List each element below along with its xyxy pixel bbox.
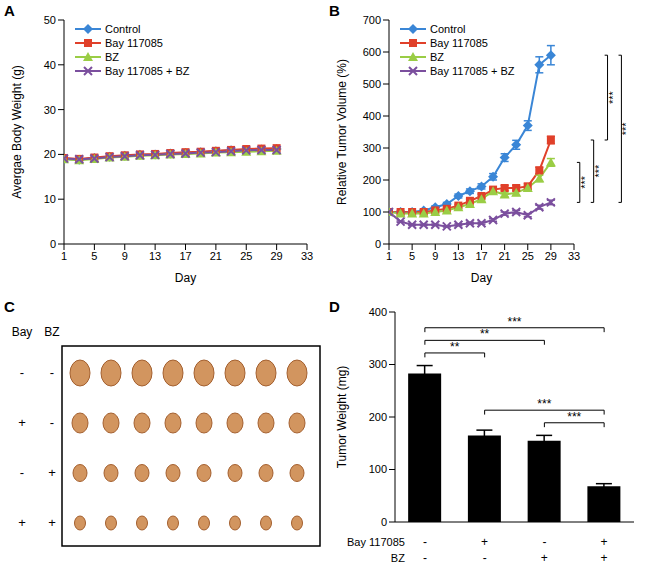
html-text:A: A — [4, 2, 15, 19]
html-text:Bay 117085 + BZ: Bay 117085 + BZ — [430, 65, 515, 77]
svg-text:**: ** — [480, 327, 490, 341]
svg-text:20: 20 — [44, 148, 56, 160]
svg-text:-: - — [483, 551, 487, 565]
svg-text:100: 100 — [363, 206, 381, 218]
svg-text:5: 5 — [409, 250, 415, 262]
html-text:BZ: BZ — [105, 51, 120, 63]
svg-text:Bay 117085: Bay 117085 — [347, 536, 405, 548]
html-text:BZ: BZ — [430, 51, 445, 63]
svg-text:500: 500 — [363, 78, 381, 90]
svg-text:***: *** — [607, 90, 619, 104]
svg-text:300: 300 — [363, 142, 381, 154]
svg-text:-: - — [50, 365, 54, 380]
svg-text:21: 21 — [499, 250, 511, 262]
svg-text:Relative Tumor Volume (%): Relative Tumor Volume (%) — [335, 59, 349, 205]
svg-text:29: 29 — [271, 250, 283, 262]
html-text:Bay 117085 + BZ: Bay 117085 + BZ — [105, 65, 190, 77]
html-text:C: C — [4, 298, 15, 315]
svg-text:0: 0 — [381, 516, 387, 528]
svg-text:17: 17 — [179, 250, 191, 262]
svg-text:+: + — [18, 515, 26, 530]
svg-text:33: 33 — [301, 250, 313, 262]
svg-text:+: + — [541, 551, 548, 565]
svg-text:***: *** — [567, 410, 581, 424]
svg-text:***: *** — [507, 315, 521, 329]
svg-text:BZ: BZ — [44, 325, 59, 339]
svg-text:400: 400 — [369, 306, 387, 318]
svg-text:Day: Day — [471, 271, 492, 285]
svg-text:10: 10 — [44, 193, 56, 205]
svg-text:+: + — [481, 535, 488, 549]
html-text:D: D — [329, 298, 340, 315]
svg-text:5: 5 — [91, 250, 97, 262]
svg-text:1: 1 — [61, 250, 67, 262]
svg-text:+: + — [48, 465, 56, 480]
html-text:B: B — [329, 2, 340, 19]
svg-text:-: - — [423, 551, 427, 565]
html-text:Bay 117085: Bay 117085 — [105, 37, 163, 49]
svg-text:***: *** — [537, 397, 551, 411]
svg-text:-: - — [542, 535, 546, 549]
svg-text:+: + — [601, 551, 608, 565]
svg-text:Avergae Body Weight (g): Avergae Body Weight (g) — [10, 65, 24, 199]
svg-text:25: 25 — [240, 250, 252, 262]
svg-text:Bay: Bay — [12, 325, 33, 339]
svg-text:BZ: BZ — [391, 552, 405, 564]
svg-text:17: 17 — [475, 250, 487, 262]
svg-text:-: - — [50, 415, 54, 430]
svg-text:25: 25 — [522, 250, 534, 262]
svg-text:300: 300 — [369, 358, 387, 370]
svg-text:-: - — [20, 365, 24, 380]
svg-text:700: 700 — [363, 14, 381, 26]
svg-text:200: 200 — [369, 411, 387, 423]
svg-text:13: 13 — [452, 250, 464, 262]
html-text:Bay 117085: Bay 117085 — [430, 37, 488, 49]
svg-text:+: + — [601, 535, 608, 549]
svg-text:+: + — [18, 415, 26, 430]
svg-text:***: *** — [620, 122, 632, 136]
svg-text:100: 100 — [369, 463, 387, 475]
svg-text:30: 30 — [44, 104, 56, 116]
svg-text:***: *** — [579, 175, 591, 189]
svg-text:0: 0 — [375, 238, 381, 250]
html-text:Control: Control — [430, 23, 466, 35]
svg-text:**: ** — [450, 340, 460, 354]
svg-text:***: *** — [593, 164, 605, 178]
svg-text:400: 400 — [363, 110, 381, 122]
svg-text:-: - — [20, 465, 24, 480]
svg-text:21: 21 — [210, 250, 222, 262]
svg-text:13: 13 — [149, 250, 161, 262]
svg-text:600: 600 — [363, 46, 381, 58]
svg-text:+: + — [48, 515, 56, 530]
svg-text:9: 9 — [432, 250, 438, 262]
svg-text:0: 0 — [50, 238, 56, 250]
svg-text:-: - — [423, 535, 427, 549]
svg-text:200: 200 — [363, 174, 381, 186]
svg-text:50: 50 — [44, 14, 56, 26]
svg-text:29: 29 — [545, 250, 557, 262]
svg-text:1: 1 — [386, 250, 392, 262]
html-text:Control: Control — [105, 23, 141, 35]
svg-text:40: 40 — [44, 59, 56, 71]
svg-text:Day: Day — [175, 271, 196, 285]
svg-text:Tumor Weight (mg): Tumor Weight (mg) — [335, 366, 349, 469]
svg-text:33: 33 — [568, 250, 580, 262]
svg-text:9: 9 — [122, 250, 128, 262]
